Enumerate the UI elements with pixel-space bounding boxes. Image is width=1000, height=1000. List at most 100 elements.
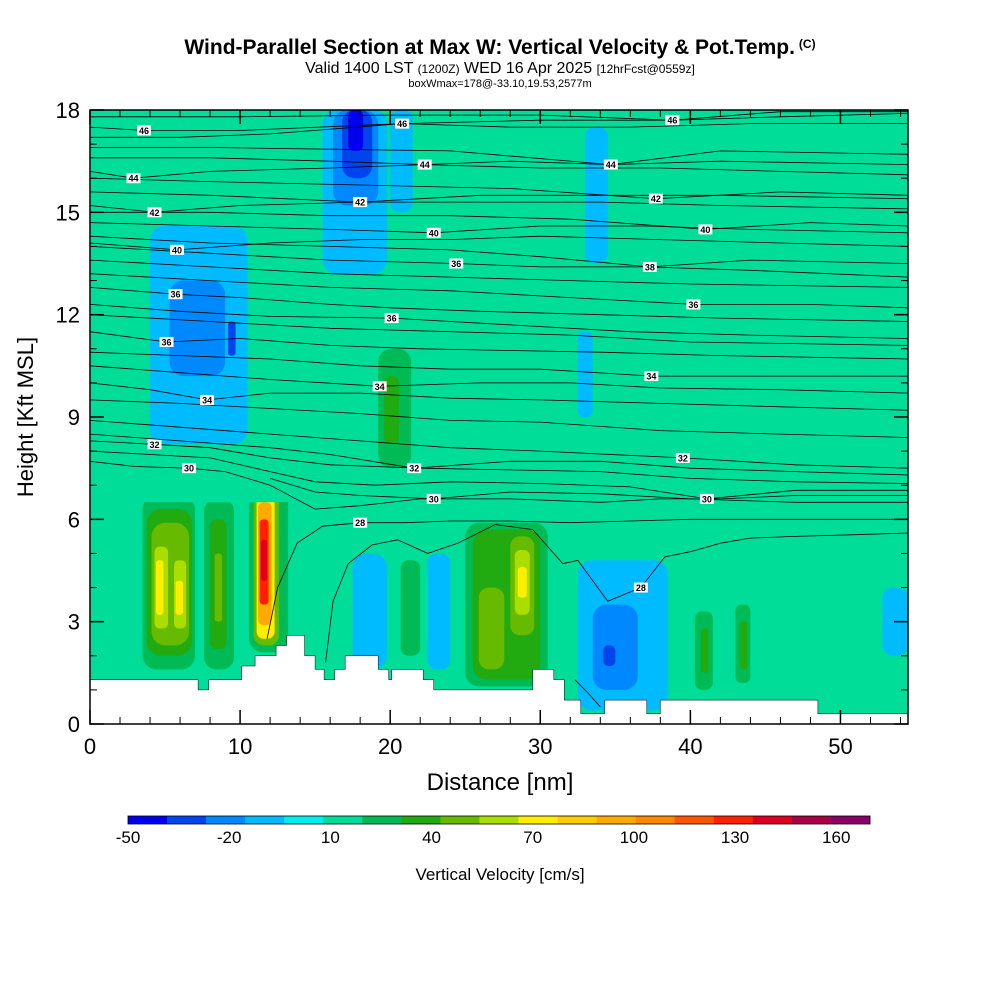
contour-label: 40 <box>700 225 710 235</box>
theta-contour-line <box>90 331 908 360</box>
contour-label: 30 <box>429 494 439 504</box>
contour-label-bg <box>633 582 648 593</box>
contour-label-bg <box>126 173 141 184</box>
colorbar-tick-label: -50 <box>116 828 141 847</box>
theta-contour-line <box>90 177 908 200</box>
contour-label-bg <box>200 394 215 405</box>
velocity-cell <box>210 150 220 203</box>
velocity-cell <box>478 587 505 670</box>
theta-contour-line <box>90 246 908 278</box>
chart-note: boxWmax=178@-33.10,19.53,2577m <box>408 78 592 90</box>
theta-contour-line <box>266 518 908 639</box>
colorbar-swatch <box>206 816 246 824</box>
velocity-cell <box>427 553 451 670</box>
contour-label: 42 <box>355 198 365 208</box>
contour-label-bg <box>353 517 368 528</box>
colorbar-swatch <box>479 816 519 824</box>
theta-contour-line <box>90 235 908 251</box>
contour-label-bg <box>168 289 183 300</box>
velocity-cell <box>603 645 616 667</box>
contour-label-bg <box>147 439 162 450</box>
theta-contour-line <box>574 679 601 708</box>
theta-contour-line <box>90 399 908 438</box>
colorbar-tick-label: 40 <box>422 828 441 847</box>
x-tick-label: 30 <box>528 734 552 759</box>
velocity-cell <box>277 161 301 366</box>
terrain-profile <box>90 635 908 724</box>
y-axis-label: Height [Kft MSL] <box>13 337 38 497</box>
contour-label: 36 <box>171 290 181 300</box>
contour-label: 36 <box>688 300 698 310</box>
contour-label: 36 <box>451 259 461 269</box>
contour-label: 30 <box>184 464 194 474</box>
y-tick-label: 3 <box>68 610 80 635</box>
colorbar-tick-label: 100 <box>620 828 648 847</box>
contour-label: 40 <box>172 245 182 255</box>
contour-label: 40 <box>429 228 439 238</box>
subtitle-date: WED 16 Apr 2025 <box>464 60 593 77</box>
colorbar-label: Vertical Velocity [cm/s] <box>415 865 584 884</box>
subtitle-valid: Valid 1400 LST <box>305 60 414 77</box>
theta-contour-line <box>90 450 908 500</box>
colorbar-swatch <box>518 816 558 824</box>
contour-label-bg <box>449 258 464 269</box>
contour-label-bg <box>384 313 399 324</box>
contour-label-bg <box>353 197 368 208</box>
contour-label: 42 <box>150 208 160 218</box>
y-tick-label: 12 <box>56 303 80 328</box>
contour-label-bg <box>372 381 387 392</box>
theta-contour-line <box>90 259 908 288</box>
colorbar-tick-label: 130 <box>721 828 749 847</box>
contour-label: 46 <box>139 126 149 136</box>
contour-label: 46 <box>667 116 677 126</box>
theta-contour-line <box>90 433 908 476</box>
contour-label: 30 <box>702 494 712 504</box>
velocity-cell <box>705 195 743 281</box>
contour-label-bg <box>426 227 441 238</box>
contour-label: 34 <box>375 382 385 392</box>
x-axis-label: Distance [nm] <box>427 769 574 796</box>
chart-title-main: Wind-Parallel Section at Max W: Vertical… <box>184 36 795 59</box>
contour-label-bg <box>170 244 185 255</box>
contour-label: 28 <box>355 518 365 528</box>
x-tick-label: 10 <box>228 734 252 759</box>
contour-label-bg <box>417 159 432 170</box>
colorbar-tick-label: 10 <box>321 828 340 847</box>
colorbar-swatch <box>752 816 793 824</box>
theta-contour-line <box>90 351 908 377</box>
colorbar: -50 -20 10 40 70 100 130 160 <box>116 815 871 847</box>
velocity-cell <box>348 110 364 151</box>
colorbar-swatch <box>362 816 402 824</box>
velocity-cell <box>652 297 698 400</box>
colorbar-swatch <box>323 816 363 824</box>
x-tick-label: 20 <box>378 734 402 759</box>
colorbar-swatch <box>167 816 207 824</box>
velocity-cell <box>90 478 128 680</box>
contour-label: 46 <box>397 119 407 129</box>
contour-label: 34 <box>202 395 212 405</box>
velocity-cell <box>855 314 908 479</box>
colorbar-tick-label: -20 <box>217 828 242 847</box>
terrain <box>90 635 908 724</box>
contour-label: 38 <box>645 262 655 272</box>
contour-label: 44 <box>606 160 616 170</box>
contour-label: 44 <box>129 174 139 184</box>
colorbar-swatch <box>128 816 168 824</box>
velocity-cell <box>517 567 527 598</box>
colorbar-swatch <box>674 816 715 824</box>
theta-contour-line <box>90 201 908 213</box>
theta-contour-line <box>90 382 908 411</box>
contour-label: 44 <box>420 160 430 170</box>
colorbar-tick-label: 160 <box>822 828 850 847</box>
subtitle-forecast: [12hrFcst@0559z] <box>596 62 695 76</box>
x-tick-label: 40 <box>678 734 702 759</box>
contour-label-bg <box>426 493 441 504</box>
contour-label-bg <box>665 115 680 126</box>
y-tick-label: 18 <box>56 98 80 123</box>
contour-label: 32 <box>409 464 419 474</box>
colorbar-swatch <box>791 816 832 824</box>
velocity-cell <box>384 376 400 445</box>
contour-label-bg <box>182 463 197 474</box>
